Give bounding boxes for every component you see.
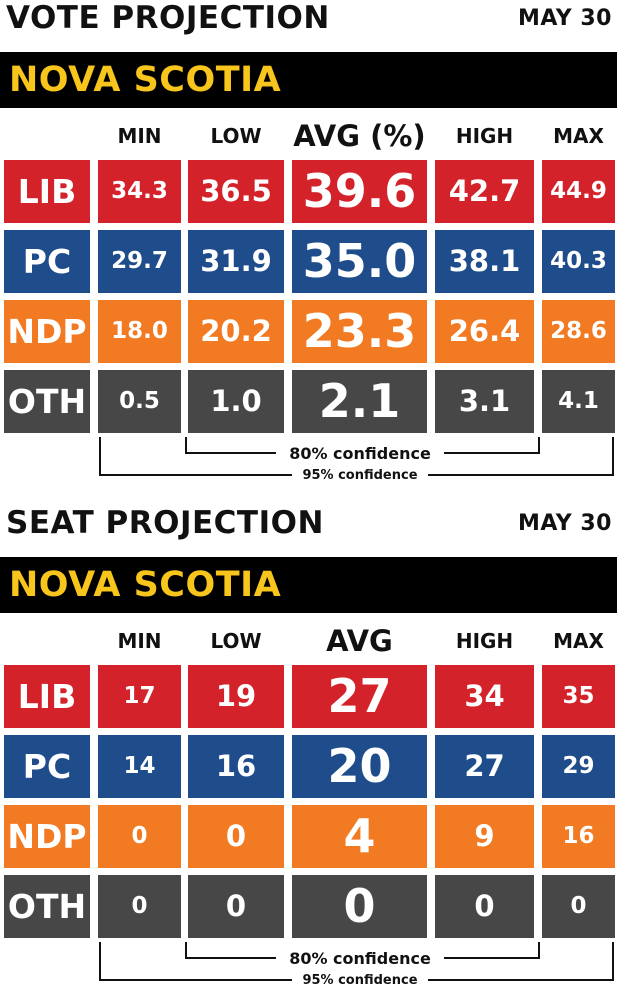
vote-pc-min: 29.7 [98, 230, 181, 293]
vote-ndp-max: 28.6 [542, 300, 615, 363]
seat-ndp-low: 0 [188, 805, 284, 868]
vote-panel-date: MAY 30 [517, 6, 612, 31]
seat-header-high: HIGH [455, 629, 514, 653]
vote-pc-max: 40.3 [542, 230, 615, 293]
seat-lib-avg: 27 [292, 665, 427, 728]
vote-header-max: MAX [553, 124, 604, 148]
seat-header-max: MAX [553, 629, 604, 653]
seat-ndp-high: 9 [435, 805, 534, 868]
seat-panel-date: MAY 30 [517, 511, 612, 536]
vote-header-low: LOW [210, 124, 262, 148]
vote-panel-title: VOTE PROJECTION [6, 0, 330, 36]
vote-pc-high: 38.1 [435, 230, 534, 293]
seat-ndp-party-label: NDP [4, 805, 90, 868]
seat-header-min: MIN [117, 629, 162, 653]
seat-oth-max: 0 [542, 875, 615, 938]
vote-header-min: MIN [117, 124, 162, 148]
vote-ndp-avg: 23.3 [292, 300, 427, 363]
vote-ndp-high: 26.4 [435, 300, 534, 363]
vote-ndp-min: 18.0 [98, 300, 181, 363]
seat-lib-min: 17 [98, 665, 181, 728]
seat-lib-max: 35 [542, 665, 615, 728]
vote-pc-avg: 35.0 [292, 230, 427, 293]
vote-lib-high: 42.7 [435, 160, 534, 223]
seat-ndp-avg: 4 [292, 805, 427, 868]
seat-lib-party-label: LIB [4, 665, 90, 728]
vote-lib-low: 36.5 [188, 160, 284, 223]
seat-confidence-80-label: 80% confidence [276, 948, 444, 970]
seat-oth-min: 0 [98, 875, 181, 938]
vote-oth-low: 1.0 [188, 370, 284, 433]
vote-region-bar: NOVA SCOTIA [0, 52, 617, 108]
seat-pc-min: 14 [98, 735, 181, 798]
seat-region-bar: NOVA SCOTIA [0, 557, 617, 613]
seat-pc-avg: 20 [292, 735, 427, 798]
seat-ndp-max: 16 [542, 805, 615, 868]
vote-oth-high: 3.1 [435, 370, 534, 433]
seat-lib-high: 34 [435, 665, 534, 728]
vote-header-avg: AVG (%) [293, 119, 426, 153]
seat-header-low: LOW [210, 629, 262, 653]
seat-confidence-brackets: 80% confidence 95% confidence [0, 938, 620, 998]
vote-confidence-brackets: 80% confidence 95% confidence [0, 433, 620, 493]
vote-oth-min: 0.5 [98, 370, 181, 433]
seat-pc-high: 27 [435, 735, 534, 798]
seat-confidence-95-label: 95% confidence [292, 972, 428, 990]
seat-lib-low: 19 [188, 665, 284, 728]
vote-confidence-95-label: 95% confidence [292, 467, 428, 485]
seat-oth-party-label: OTH [4, 875, 90, 938]
vote-oth-avg: 2.1 [292, 370, 427, 433]
vote-header-high: HIGH [455, 124, 514, 148]
seat-pc-low: 16 [188, 735, 284, 798]
vote-oth-party-label: OTH [4, 370, 90, 433]
seat-pc-party-label: PC [4, 735, 90, 798]
vote-oth-max: 4.1 [542, 370, 615, 433]
vote-pc-party-label: PC [4, 230, 90, 293]
vote-lib-min: 34.3 [98, 160, 181, 223]
vote-lib-avg: 39.6 [292, 160, 427, 223]
seat-oth-low: 0 [188, 875, 284, 938]
seat-pc-max: 29 [542, 735, 615, 798]
seat-ndp-min: 0 [98, 805, 181, 868]
seat-oth-avg: 0 [292, 875, 427, 938]
seat-header-avg: AVG [326, 624, 393, 658]
vote-lib-party-label: LIB [4, 160, 90, 223]
vote-ndp-party-label: NDP [4, 300, 90, 363]
vote-lib-max: 44.9 [542, 160, 615, 223]
vote-confidence-80-label: 80% confidence [276, 443, 444, 465]
seat-oth-high: 0 [435, 875, 534, 938]
seat-panel-title: SEAT PROJECTION [6, 505, 324, 541]
vote-pc-low: 31.9 [188, 230, 284, 293]
vote-ndp-low: 20.2 [188, 300, 284, 363]
